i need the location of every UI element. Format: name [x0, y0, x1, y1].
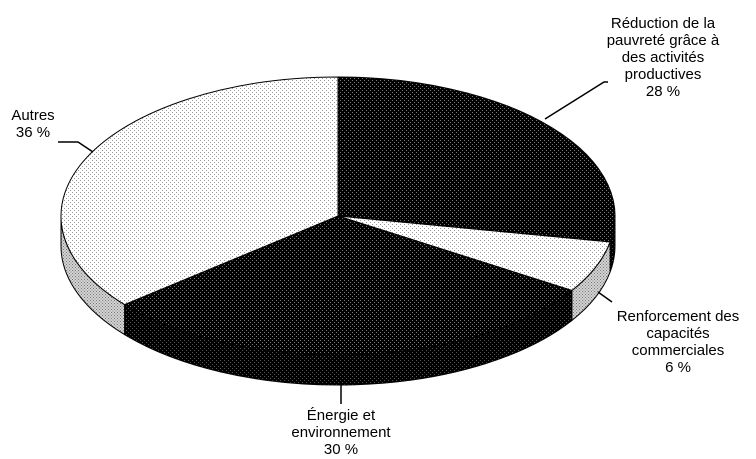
slice-labels: Réduction de la pauvreté grâce à des activ… — [11, 15, 739, 458]
pie-slice-4 — [60, 76, 339, 306]
slice-label-1: Réduction de la pauvreté grâce à des activ… — [607, 15, 720, 100]
slice-label-line: Réduction de la — [611, 15, 716, 32]
slice-label-line: Renforcement des — [617, 308, 740, 325]
leader-lines — [58, 81, 613, 404]
slice-value-2: 6 % — [665, 359, 691, 376]
slice-label-line: pauvreté grâce à — [607, 32, 720, 49]
leader-line-4 — [58, 141, 94, 153]
slice-label-line: capacités — [646, 325, 709, 342]
slice-value-4: 36 % — [16, 124, 50, 141]
slice-label-line: productives — [625, 66, 702, 83]
leader-line-2 — [597, 291, 613, 303]
slice-label-2: Renforcement des capacités commerciales 6 % — [617, 308, 740, 376]
slice-label-4: Autres 36 % — [11, 107, 54, 141]
slice-label-3: Énergie et environnement 30 % — [291, 407, 391, 458]
pie-slice-3 — [123, 215, 573, 356]
slice-label-line: commerciales — [632, 342, 725, 359]
slice-label-line: Énergie et — [307, 407, 376, 424]
pie-slice-1 — [337, 76, 616, 243]
pie-tops — [60, 76, 616, 356]
slice-label-line: des activités — [622, 49, 705, 66]
slice-value-1: 28 % — [646, 83, 680, 100]
slice-label-line: Autres — [11, 107, 54, 124]
slice-label-line: environnement — [291, 424, 391, 441]
leader-line-1 — [544, 81, 608, 120]
slice-value-3: 30 % — [324, 441, 358, 458]
